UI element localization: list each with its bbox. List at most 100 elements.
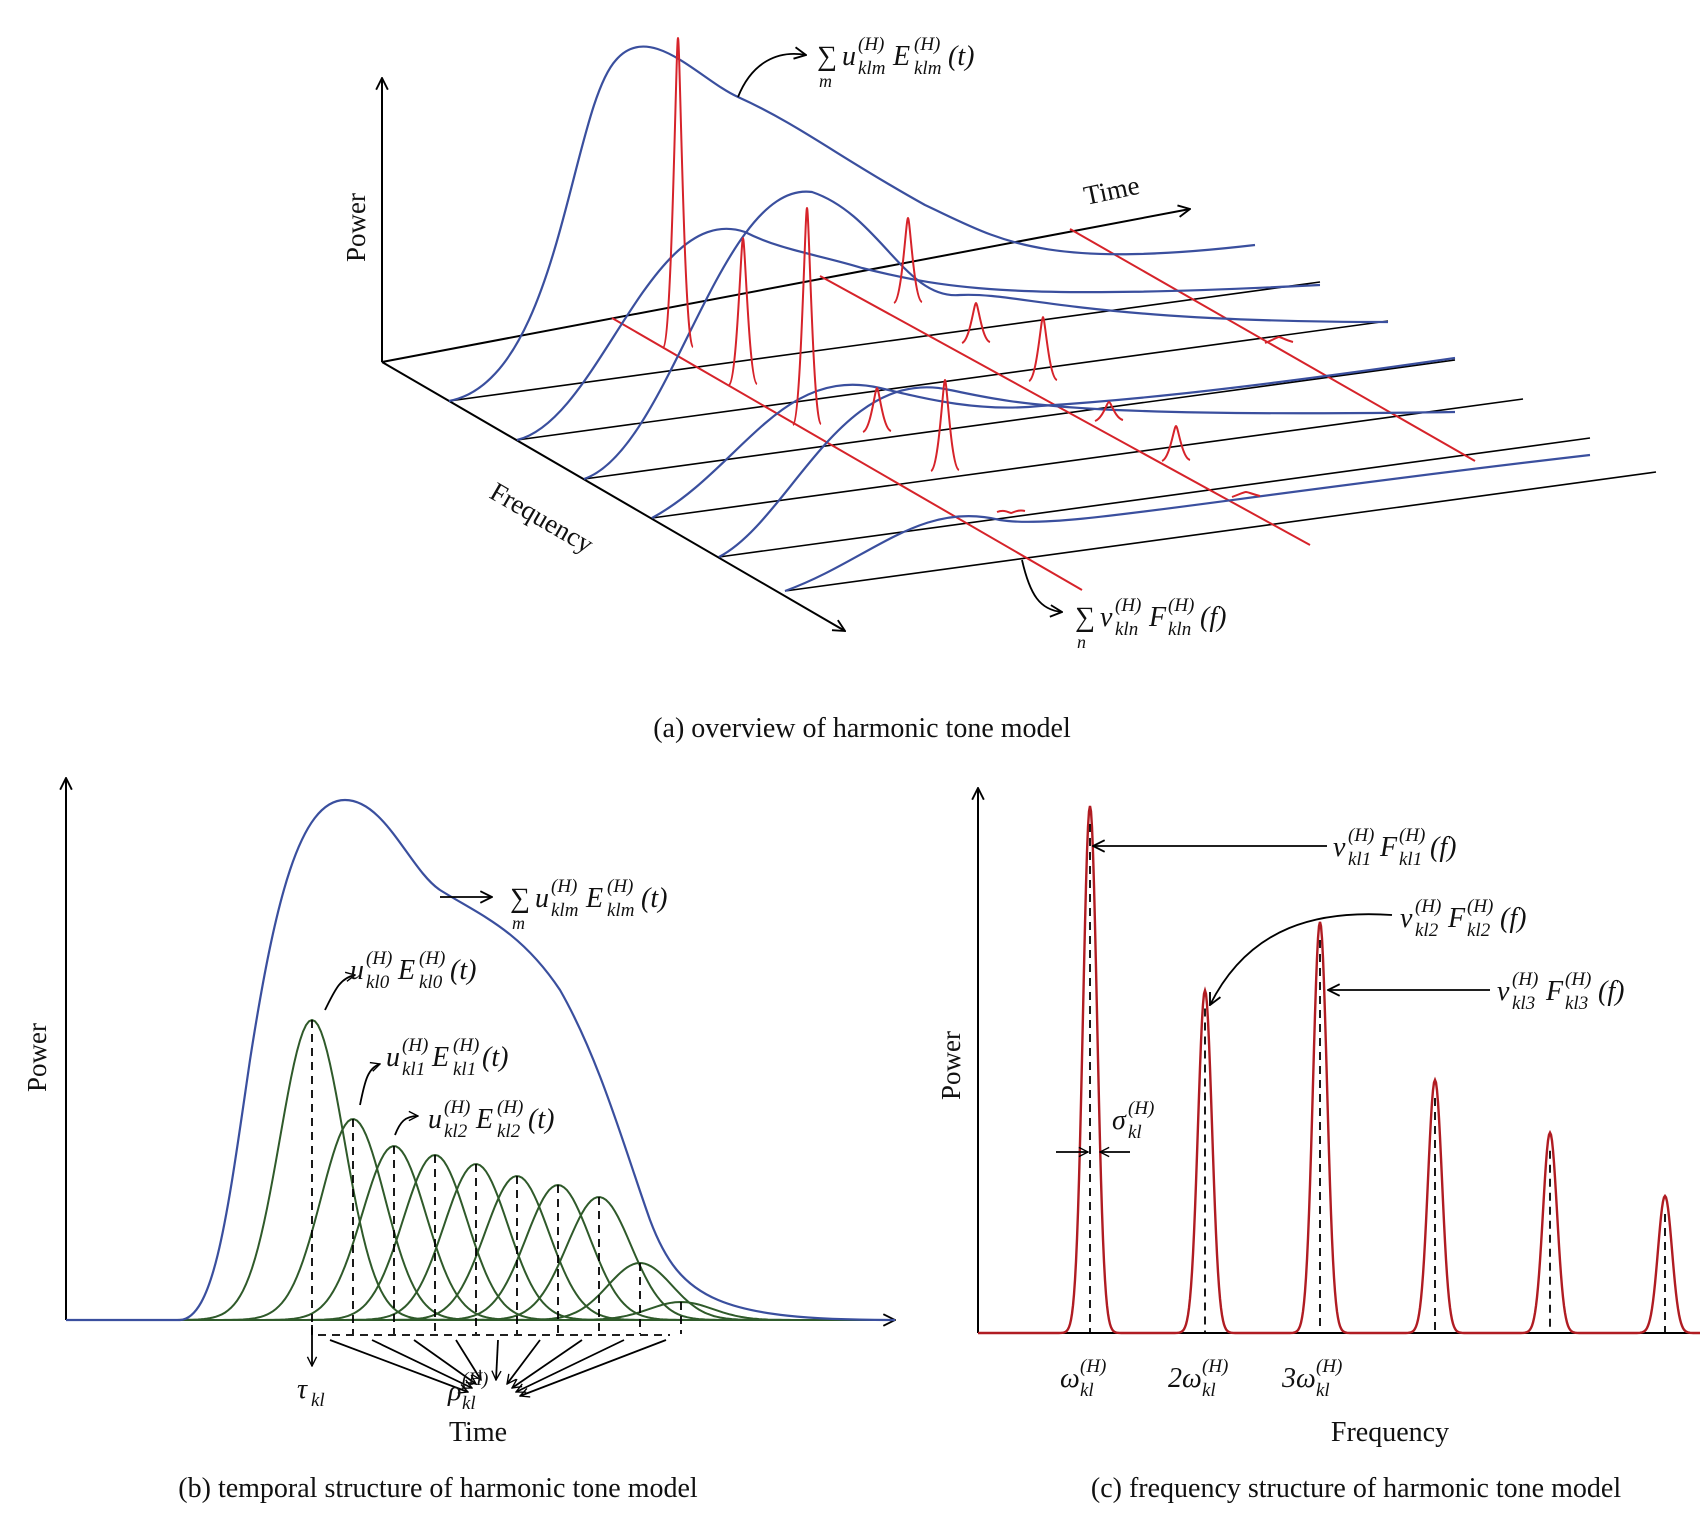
svg-text:σ: σ xyxy=(1112,1105,1127,1136)
component-envelope xyxy=(66,1183,894,1321)
svg-text:(t): (t) xyxy=(482,1042,508,1073)
svg-text:(H): (H) xyxy=(462,1369,488,1390)
svg-text:(H): (H) xyxy=(1080,1356,1106,1377)
frequency-axis-label: Frequency xyxy=(485,476,599,559)
svg-text:klm: klm xyxy=(914,58,941,79)
svg-text:2ω: 2ω xyxy=(1168,1363,1202,1394)
svg-text:(t): (t) xyxy=(948,41,974,72)
v3-formula: ν (H) kl3 F (H) kl3 (f) xyxy=(1497,969,1624,1014)
svg-text:kl3: kl3 xyxy=(1565,993,1588,1014)
svg-text:(f): (f) xyxy=(1430,832,1456,863)
power-axis-label: Power xyxy=(936,1031,966,1100)
panel-a-overview: Power Time Frequency ∑ m u (H) klm E (H)… xyxy=(341,34,1657,744)
u0-formula: u (H) kl0 E (H) kl0 (t) xyxy=(350,948,476,993)
svg-text:klm: klm xyxy=(551,900,578,921)
spectral-envelope xyxy=(978,805,1700,1335)
sigma-label: σ (H) kl xyxy=(1112,1098,1154,1143)
svg-text:(H): (H) xyxy=(419,948,445,969)
svg-text:τ: τ xyxy=(297,1374,308,1405)
svg-text:(H): (H) xyxy=(607,876,633,897)
svg-text:(H): (H) xyxy=(497,1097,523,1118)
power-axis-label: Power xyxy=(22,1023,52,1092)
svg-text:(t): (t) xyxy=(641,883,667,914)
svg-text:(H): (H) xyxy=(914,34,940,55)
svg-text:(f): (f) xyxy=(1598,976,1624,1007)
svg-text:E: E xyxy=(475,1104,493,1135)
time-axis xyxy=(381,209,1190,363)
component-envelope xyxy=(66,1118,894,1321)
svg-text:(H): (H) xyxy=(1512,969,1538,990)
svg-text:(H): (H) xyxy=(1115,595,1141,616)
v2-callout-arrow xyxy=(1210,913,1393,1005)
temporal-sum-formula: ∑ m u (H) klm E (H) klm (t) xyxy=(817,34,974,91)
svg-text:E: E xyxy=(585,883,603,914)
rho-label: ρ (H) kl xyxy=(447,1369,488,1414)
svg-text:(H): (H) xyxy=(858,34,884,55)
svg-text:(H): (H) xyxy=(1399,825,1425,846)
svg-text:kl: kl xyxy=(462,1393,476,1414)
svg-text:(H): (H) xyxy=(1565,969,1591,990)
caption-b: (b) temporal structure of harmonic tone … xyxy=(178,1473,698,1504)
v2-formula: ν (H) kl2 F (H) kl2 (f) xyxy=(1400,896,1526,941)
svg-text:(f): (f) xyxy=(1200,602,1226,633)
svg-text:kl1: kl1 xyxy=(453,1059,476,1080)
svg-text:(t): (t) xyxy=(528,1104,554,1135)
omega-ticks: ω (H) kl 2ω (H) kl 3ω (H) kl xyxy=(1060,1356,1342,1401)
svg-text:ω: ω xyxy=(1060,1363,1080,1394)
tau-label: τ kl xyxy=(297,1374,325,1411)
component-envelope xyxy=(66,1261,894,1321)
svg-text:(H): (H) xyxy=(1316,1356,1342,1377)
svg-text:(t): (t) xyxy=(450,955,476,986)
caption-c: (c) frequency structure of harmonic tone… xyxy=(1091,1473,1621,1504)
time-axis-label: Time xyxy=(449,1417,507,1448)
caption-a: (a) overview of harmonic tone model xyxy=(653,713,1071,744)
component-envelope xyxy=(66,1153,894,1321)
component-envelope xyxy=(66,1018,894,1321)
svg-text:ν: ν xyxy=(1333,832,1346,863)
svg-text:ν: ν xyxy=(1400,903,1413,934)
frequency-axis xyxy=(381,361,845,631)
panel-c-frequency-structure: Power Frequency ν (H) kl1 F (H) kl1 (f) … xyxy=(936,788,1700,1504)
svg-text:F: F xyxy=(1148,602,1167,633)
svg-text:E: E xyxy=(892,41,910,72)
u1-callout-arrow xyxy=(359,1064,380,1106)
svg-text:u: u xyxy=(386,1042,400,1073)
svg-text:ρ: ρ xyxy=(447,1376,461,1407)
svg-text:kl: kl xyxy=(1316,1380,1330,1401)
spectral-sum-formula: ∑ n ν (H) kln F (H) kln (f) xyxy=(1075,595,1226,652)
component-envelope xyxy=(66,1145,894,1321)
frequency-axis-label: Frequency xyxy=(1331,1417,1449,1448)
svg-text:kl0: kl0 xyxy=(366,972,390,993)
time-axis-label: Time xyxy=(1081,170,1142,211)
component-center-lines xyxy=(311,1020,682,1334)
svg-text:kln: kln xyxy=(1115,619,1138,640)
spectral-callout-arrow xyxy=(1021,559,1062,612)
svg-text:kl: kl xyxy=(1202,1380,1216,1401)
svg-text:(H): (H) xyxy=(1467,896,1493,917)
svg-text:u: u xyxy=(535,883,549,914)
svg-text:(H): (H) xyxy=(1128,1098,1154,1119)
temporal-callout-arrow xyxy=(737,54,806,98)
svg-text:kl: kl xyxy=(1080,1380,1094,1401)
svg-text:∑: ∑ xyxy=(510,883,530,914)
svg-text:kl1: kl1 xyxy=(1348,849,1371,870)
u2-callout-arrow xyxy=(394,1116,418,1136)
svg-text:3ω: 3ω xyxy=(1281,1363,1316,1394)
time-grid-lines xyxy=(448,281,1657,592)
u2-formula: u (H) kl2 E (H) kl2 (t) xyxy=(428,1097,554,1142)
svg-text:F: F xyxy=(1545,976,1564,1007)
u1-formula: u (H) kl1 E (H) kl1 (t) xyxy=(386,1035,508,1080)
svg-text:ν: ν xyxy=(1100,602,1113,633)
rho-arrows xyxy=(329,1339,667,1396)
svg-text:E: E xyxy=(397,955,415,986)
peak-center-lines xyxy=(1089,824,1666,1333)
svg-text:(H): (H) xyxy=(1348,825,1374,846)
svg-text:(H): (H) xyxy=(366,948,392,969)
svg-text:(H): (H) xyxy=(1415,896,1441,917)
svg-text:kl2: kl2 xyxy=(497,1121,521,1142)
svg-text:(H): (H) xyxy=(551,876,577,897)
svg-text:(H): (H) xyxy=(453,1035,479,1056)
svg-text:kl2: kl2 xyxy=(1415,920,1439,941)
component-envelope xyxy=(66,1175,894,1321)
svg-text:m: m xyxy=(819,71,832,91)
